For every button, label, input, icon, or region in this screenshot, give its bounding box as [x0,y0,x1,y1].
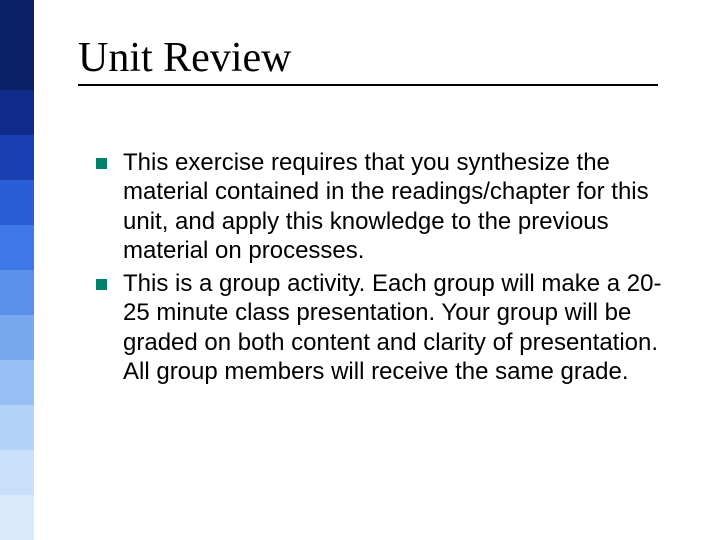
sidebar-block [0,495,34,540]
bullet-icon [96,158,107,169]
sidebar-block [0,135,34,180]
list-item: This exercise requires that you synthesi… [96,148,684,265]
sidebar-block [0,225,34,270]
title-underline [78,84,658,86]
sidebar-block [0,180,34,225]
sidebar-block [0,270,34,315]
sidebar-block [0,90,34,135]
sidebar-block [0,45,34,90]
title-area: Unit Review [78,34,291,82]
bullet-text: This is a group activity. Each group wil… [123,269,684,386]
sidebar-gradient [0,0,34,540]
sidebar-block [0,0,34,45]
bullet-text: This exercise requires that you synthesi… [123,148,684,265]
content-area: This exercise requires that you synthesi… [96,148,684,390]
sidebar-block [0,315,34,360]
sidebar-block [0,450,34,495]
sidebar-block [0,405,34,450]
sidebar-block [0,360,34,405]
list-item: This is a group activity. Each group wil… [96,269,684,386]
page-title: Unit Review [78,34,291,82]
bullet-icon [96,279,107,290]
